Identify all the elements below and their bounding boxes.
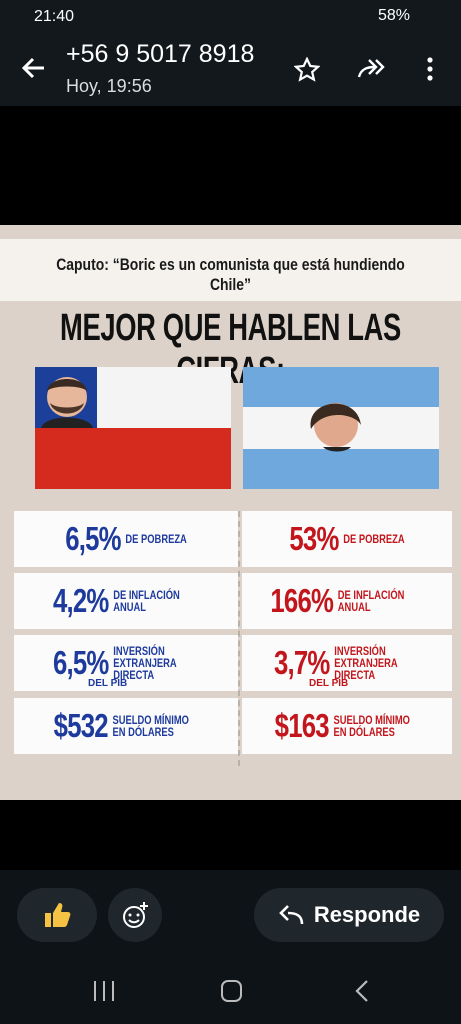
stat-value: 4,2% <box>52 582 109 619</box>
argentina-stat-box: $163 SUELDO MÍNIMO EN DÓLARES <box>242 698 452 754</box>
reply-button[interactable]: Responde <box>254 888 444 942</box>
stat-label: SUELDO MÍNIMO EN DÓLARES <box>333 713 410 739</box>
home-button[interactable] <box>218 978 246 1004</box>
divider <box>238 511 242 766</box>
stat-value: 6,5% <box>52 644 109 681</box>
chile-stat-box: 6,5% DE POBREZA <box>14 511 238 567</box>
star-button[interactable] <box>294 57 320 83</box>
stat-label: SUELDO MÍNIMO EN DÓLARES <box>112 713 189 739</box>
like-button[interactable] <box>17 888 97 942</box>
contact-number: +56 9 5017 8918 <box>66 40 255 68</box>
bottom-bar: Responde <box>0 870 461 1024</box>
chile-stat-box: 6,5% INVERSIÓN EXTRANJERA DIRECTA DEL PIB <box>14 635 238 691</box>
stat-sub: DEL PIB <box>88 678 128 689</box>
stat-value: 166% <box>270 582 334 619</box>
emoji-button[interactable] <box>108 888 162 942</box>
emoji-icon <box>123 902 148 928</box>
stat-value: 6,5% <box>65 520 121 557</box>
argentina-stat-box: 53% DE POBREZA <box>242 511 452 567</box>
argentina-stat: 3,7% INVERSIÓN EXTRANJERA DIRECTA <box>265 635 429 691</box>
status-time: 21:40 <box>34 8 75 25</box>
argentina-stat-box: 166% DE INFLACIÓN ANUAL <box>242 573 452 629</box>
chile-stat-box: $532 SUELDO MÍNIMO EN DÓLARES <box>14 698 238 754</box>
chile-flag <box>35 367 231 489</box>
chile-stat: 6,5% INVERSIÓN EXTRANJERA DIRECTA <box>39 635 214 691</box>
argentina-stat: 166% DE INFLACIÓN ANUAL <box>265 573 429 629</box>
chile-stat: 4,2% DE INFLACIÓN ANUAL <box>39 573 214 629</box>
stat-label: DE POBREZA <box>125 532 187 546</box>
chile-stat: $532 SUELDO MÍNIMO EN DÓLARES <box>39 698 214 754</box>
thumb-icon <box>45 903 71 927</box>
top-bar: 21:40 58% +56 9 5017 8918 Hoy, 19:56 <box>0 0 461 106</box>
recent-apps-button[interactable] <box>90 978 118 1004</box>
chile-stat: 6,5% DE POBREZA <box>39 511 214 567</box>
chile-stat-box: 4,2% DE INFLACIÓN ANUAL <box>14 573 238 629</box>
back-button[interactable] <box>20 54 48 82</box>
stat-sub: DEL PIB <box>309 678 349 689</box>
stat-label: DE INFLACIÓN ANUAL <box>337 588 405 614</box>
nav-back-button[interactable] <box>350 978 376 1004</box>
argentina-flag <box>243 367 439 489</box>
stat-label: DE INFLACIÓN ANUAL <box>113 588 180 614</box>
reply-icon <box>278 905 304 925</box>
quote: Caputo: “Boric es un comunista que está … <box>56 255 405 294</box>
forward-button[interactable] <box>356 57 388 81</box>
argentina-stat-box: 3,7% INVERSIÓN EXTRANJERA DIRECTA DEL PIB <box>242 635 452 691</box>
stat-value: $532 <box>53 707 109 744</box>
message-time: Hoy, 19:56 <box>66 76 152 96</box>
argentina-stat: 53% DE POBREZA <box>265 511 429 567</box>
stat-label: INVERSIÓN EXTRANJERA DIRECTA <box>113 644 177 682</box>
stat-value: 3,7% <box>273 644 330 681</box>
reply-label: Responde <box>313 902 421 927</box>
shared-image: Caputo: “Boric es un comunista que está … <box>0 225 461 800</box>
stat-label: INVERSIÓN EXTRANJERA DIRECTA <box>334 644 398 682</box>
status-battery: 58% <box>378 7 411 24</box>
stat-value: $163 <box>274 707 330 744</box>
stat-value: 53% <box>289 520 339 557</box>
quote-band <box>0 239 461 301</box>
menu-button[interactable] <box>424 56 436 82</box>
stat-label: DE POBREZA <box>343 532 405 546</box>
argentina-stat: $163 SUELDO MÍNIMO EN DÓLARES <box>265 698 429 754</box>
